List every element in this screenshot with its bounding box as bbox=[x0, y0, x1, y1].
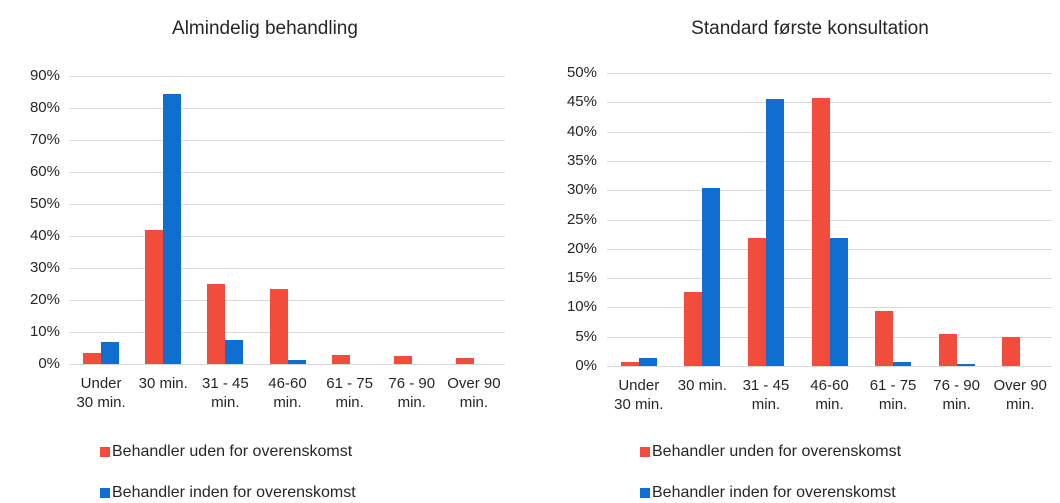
y-tick-label: 30% bbox=[29, 259, 60, 276]
grid-line bbox=[70, 236, 505, 237]
y-tick-label: 5% bbox=[575, 327, 597, 345]
grid-line bbox=[607, 102, 1052, 103]
x-tick-label: 46-60 min. bbox=[268, 375, 307, 411]
bar bbox=[829, 238, 848, 366]
grid-line bbox=[607, 132, 1052, 133]
chart-title: Standard første konsultation bbox=[691, 18, 929, 39]
grid-line bbox=[607, 190, 1052, 191]
legend-label: Behandler inden for overenskomst bbox=[652, 484, 896, 501]
x-tick-label: Under 30 min. bbox=[76, 375, 126, 411]
chart-title: Almindelig behandling bbox=[172, 18, 358, 39]
bar bbox=[875, 310, 894, 366]
legend-swatch bbox=[640, 488, 650, 498]
bar bbox=[684, 292, 703, 366]
y-tick-label: 70% bbox=[29, 131, 60, 148]
bar bbox=[101, 342, 120, 364]
y-tick-label: 20% bbox=[566, 239, 597, 257]
legend-label: Behandler inden for overenskomst bbox=[112, 484, 356, 501]
y-tick-label: 50% bbox=[29, 195, 60, 212]
bar bbox=[811, 98, 830, 366]
bar bbox=[287, 360, 306, 364]
grid-line bbox=[70, 108, 505, 109]
x-tick-label: 30 min. bbox=[677, 377, 727, 394]
bar bbox=[83, 352, 102, 364]
bar bbox=[1002, 337, 1021, 366]
bar bbox=[225, 340, 244, 364]
x-tick-label: Over 90 min. bbox=[993, 377, 1047, 413]
x-tick-label: 61 - 75 min. bbox=[869, 377, 917, 413]
x-tick-label: 31 - 45 min. bbox=[742, 377, 790, 413]
x-tick-label: Under 30 min. bbox=[614, 377, 664, 413]
legend-label: Behandler unden for overenskomst bbox=[652, 443, 902, 460]
bar bbox=[747, 238, 766, 366]
bar bbox=[331, 355, 350, 364]
grid-line bbox=[70, 332, 505, 333]
grid-line bbox=[70, 140, 505, 141]
x-tick-label: 61 - 75 min. bbox=[326, 375, 373, 411]
x-tick-label: 30 min. bbox=[138, 375, 188, 392]
bar bbox=[938, 333, 957, 366]
bar bbox=[765, 99, 784, 366]
grid-line bbox=[607, 73, 1052, 74]
bar bbox=[956, 364, 975, 366]
grid-line bbox=[70, 364, 505, 365]
x-tick-label: 76 - 90 min. bbox=[933, 377, 980, 413]
legend-swatch bbox=[640, 447, 650, 457]
bar bbox=[455, 358, 474, 364]
y-tick-label: 60% bbox=[29, 163, 60, 180]
x-tick-label: 46-60 min. bbox=[810, 377, 849, 413]
y-tick-label: 50% bbox=[566, 64, 597, 81]
y-tick-label: 80% bbox=[29, 99, 60, 116]
y-tick-label: 40% bbox=[566, 122, 597, 140]
y-tick-label: 30% bbox=[566, 181, 597, 199]
x-tick-label: 76 - 90 min. bbox=[388, 375, 436, 411]
y-tick-label: 25% bbox=[566, 210, 597, 228]
bar bbox=[620, 362, 639, 366]
y-tick-label: 10% bbox=[566, 298, 597, 316]
y-tick-label: 10% bbox=[29, 323, 60, 340]
x-tick-label: Over 90 min. bbox=[447, 375, 501, 411]
y-tick-label: 20% bbox=[29, 291, 60, 308]
grid-line bbox=[70, 204, 505, 205]
y-tick-label: 0% bbox=[575, 357, 597, 374]
bar bbox=[638, 357, 657, 366]
grid-line bbox=[70, 76, 505, 77]
bar bbox=[393, 356, 412, 364]
bar bbox=[269, 289, 288, 364]
y-tick-label: 15% bbox=[566, 269, 597, 287]
bar bbox=[702, 187, 721, 366]
grid-line bbox=[70, 300, 505, 301]
y-tick-label: 0% bbox=[38, 355, 60, 372]
y-tick-label: 35% bbox=[566, 151, 597, 169]
bar bbox=[145, 230, 164, 364]
x-tick-label: 31 - 45 min. bbox=[202, 375, 249, 411]
grid-line bbox=[607, 161, 1052, 162]
grid-line bbox=[70, 172, 505, 173]
y-tick-label: 45% bbox=[566, 93, 597, 111]
y-tick-label: 90% bbox=[29, 67, 60, 84]
bar bbox=[163, 93, 182, 364]
grid-line bbox=[607, 366, 1052, 367]
bar bbox=[893, 361, 912, 366]
legend-label: Behandler uden for overenskomst bbox=[112, 443, 353, 460]
legend-swatch bbox=[100, 488, 110, 498]
legend-swatch bbox=[100, 447, 110, 457]
grid-line bbox=[70, 268, 505, 269]
y-tick-label: 40% bbox=[29, 227, 60, 244]
bar bbox=[207, 284, 226, 364]
grid-line bbox=[607, 220, 1052, 221]
